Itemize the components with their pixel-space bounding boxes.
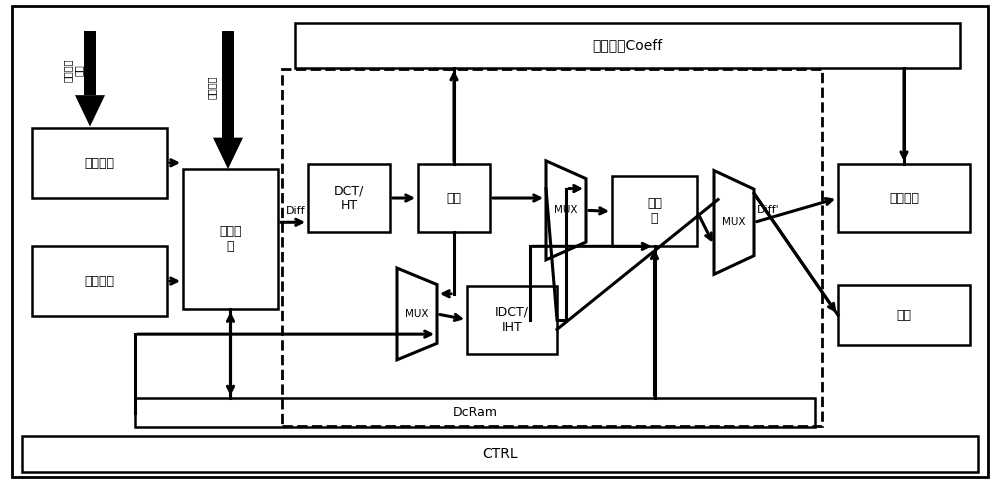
Text: CTRL: CTRL: [482, 447, 518, 461]
Text: MUX: MUX: [722, 217, 746, 227]
FancyBboxPatch shape: [32, 246, 167, 316]
Text: Diff: Diff: [286, 206, 306, 216]
Polygon shape: [75, 95, 105, 127]
Text: 帧内预测: 帧内预测: [84, 156, 114, 170]
Text: DCT/
HT: DCT/ HT: [334, 184, 364, 212]
Text: 帧间预测
参考: 帧间预测 参考: [62, 58, 84, 82]
Text: 残差计
算: 残差计 算: [219, 225, 242, 253]
Text: Diff': Diff': [757, 205, 780, 215]
FancyBboxPatch shape: [12, 6, 988, 477]
Polygon shape: [213, 138, 243, 169]
Text: 量化: 量化: [446, 192, 461, 204]
FancyBboxPatch shape: [418, 164, 490, 232]
FancyBboxPatch shape: [84, 31, 96, 95]
Text: DcRam: DcRam: [453, 407, 498, 419]
FancyBboxPatch shape: [22, 436, 978, 472]
FancyBboxPatch shape: [467, 286, 557, 354]
Text: 反量
化: 反量 化: [647, 198, 662, 225]
Text: 重建: 重建: [896, 309, 911, 322]
FancyBboxPatch shape: [838, 164, 970, 232]
Text: 码率计算Coeff: 码率计算Coeff: [592, 39, 663, 52]
Text: MUX: MUX: [405, 309, 429, 319]
FancyBboxPatch shape: [295, 23, 960, 68]
Polygon shape: [714, 170, 754, 274]
Text: 模式选择: 模式选择: [889, 192, 919, 204]
Polygon shape: [546, 161, 586, 260]
FancyBboxPatch shape: [32, 128, 167, 198]
FancyBboxPatch shape: [135, 398, 815, 427]
Text: 当前宏块: 当前宏块: [207, 75, 217, 99]
Text: IDCT/
IHT: IDCT/ IHT: [495, 306, 529, 334]
FancyBboxPatch shape: [612, 176, 697, 246]
FancyBboxPatch shape: [222, 31, 234, 138]
Polygon shape: [397, 268, 437, 360]
Text: 帧间预测: 帧间预测: [84, 275, 114, 288]
Text: MUX: MUX: [554, 205, 578, 215]
FancyBboxPatch shape: [308, 164, 390, 232]
FancyBboxPatch shape: [183, 169, 278, 309]
FancyBboxPatch shape: [838, 285, 970, 345]
